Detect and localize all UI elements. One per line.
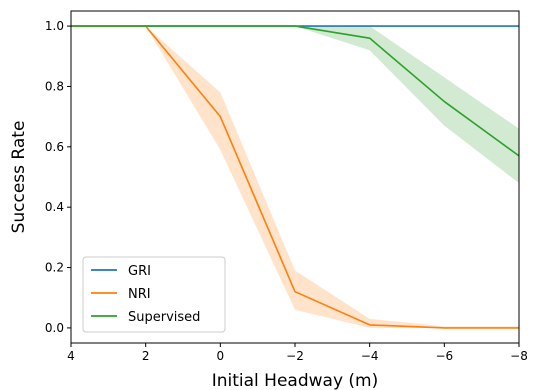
y-tick-label: 0.8 bbox=[45, 79, 64, 93]
y-tick-label: 0.0 bbox=[45, 321, 64, 335]
y-tick-label: 0.4 bbox=[45, 200, 64, 214]
band-supervised bbox=[71, 26, 519, 184]
legend: GRI NRI Supervised bbox=[82, 256, 226, 333]
x-tick-label: −6 bbox=[435, 349, 453, 363]
confidence-bands bbox=[71, 26, 519, 328]
legend-label-nri: NRI bbox=[128, 287, 151, 302]
y-axis-label: Success Rate bbox=[9, 121, 29, 234]
axis-ticks: 4 2 0 −2 −4 −6 −8 0.0 0.2 0.4 0.6 0.8 1.0 bbox=[45, 19, 528, 363]
x-tick-label: −4 bbox=[361, 349, 379, 363]
series-lines bbox=[71, 25, 520, 329]
x-tick-label: 4 bbox=[67, 349, 75, 363]
x-tick-label: −2 bbox=[286, 349, 304, 363]
y-tick-label: 1.0 bbox=[45, 19, 64, 33]
y-tick-label: 0.6 bbox=[45, 140, 64, 154]
x-tick-label: −8 bbox=[510, 349, 528, 363]
x-tick-label: 2 bbox=[142, 349, 150, 363]
y-tick-label: 0.2 bbox=[45, 261, 64, 275]
x-axis-label: Initial Headway (m) bbox=[212, 371, 379, 390]
legend-label-supervised: Supervised bbox=[128, 310, 200, 325]
plot-frame bbox=[70, 10, 520, 344]
legend-box bbox=[82, 256, 226, 333]
x-tick-label: 0 bbox=[217, 349, 225, 363]
legend-label-gri: GRI bbox=[128, 264, 151, 279]
line-supervised bbox=[71, 25, 520, 157]
